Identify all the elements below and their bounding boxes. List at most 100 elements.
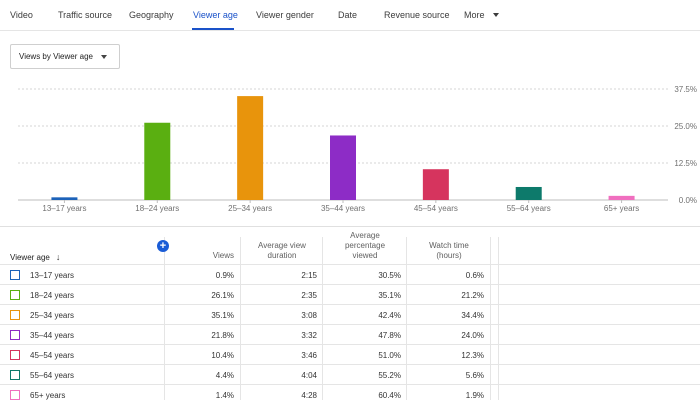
series-checkbox[interactable] — [10, 390, 20, 400]
active-tab-indicator — [192, 28, 234, 30]
row-avg-percentage: 47.8% — [378, 331, 401, 340]
table-row: 65+ years 1.4% 4:28 60.4% 1.9% — [0, 384, 700, 400]
header-line: viewed — [352, 251, 378, 260]
header-watch-time[interactable]: Watch time (hours) — [410, 241, 488, 261]
chevron-down-icon — [101, 55, 107, 59]
row-avg-duration: 3:46 — [301, 351, 317, 360]
bar[interactable] — [51, 197, 78, 200]
row-watch-time: 1.9% — [465, 391, 484, 400]
row-avg-percentage: 35.1% — [378, 291, 401, 300]
tab-geography[interactable]: Geography — [129, 10, 174, 20]
row-age-label: 55–64 years — [30, 371, 75, 380]
table-row: 55–64 years 4.4% 4:04 55.2% 5.6% — [0, 364, 700, 384]
tab-date[interactable]: Date — [338, 10, 358, 20]
tab-more[interactable]: More — [464, 10, 499, 20]
row-avg-duration: 3:08 — [301, 311, 317, 320]
series-checkbox[interactable] — [10, 310, 20, 320]
row-views: 10.4% — [211, 351, 234, 360]
row-views: 35.1% — [211, 311, 234, 320]
row-age-label: 25–34 years — [30, 311, 75, 320]
bar[interactable] — [330, 135, 356, 200]
header-views[interactable]: Views — [190, 251, 234, 261]
tab-revenue-source[interactable]: Revenue source — [384, 10, 450, 20]
row-watch-time: 12.3% — [461, 351, 484, 360]
row-age-label: 18–24 years — [30, 291, 75, 300]
bar[interactable] — [515, 186, 542, 200]
row-avg-duration: 3:32 — [301, 331, 317, 340]
column-divider — [490, 237, 491, 400]
row-views: 26.1% — [211, 291, 234, 300]
x-tick-label: 18–24 years — [135, 204, 179, 213]
row-watch-time: 21.2% — [461, 291, 484, 300]
row-avg-duration: 2:35 — [301, 291, 317, 300]
row-age-label: 45–54 years — [30, 351, 75, 360]
header-line: duration — [267, 251, 297, 260]
x-tick-label: 65+ years — [604, 204, 639, 213]
row-avg-percentage: 42.4% — [378, 311, 401, 320]
chevron-down-icon — [492, 13, 499, 17]
row-views: 21.8% — [211, 331, 234, 340]
series-checkbox[interactable] — [10, 370, 20, 380]
row-avg-percentage: 30.5% — [378, 271, 401, 280]
tab-viewer-age[interactable]: Viewer age — [193, 10, 238, 20]
header-line: (hours) — [436, 251, 462, 260]
row-age-label: 35–44 years — [30, 331, 75, 340]
header-viewer-age-label: Viewer age — [10, 253, 50, 262]
x-tick-label: 35–44 years — [321, 204, 365, 213]
row-avg-percentage: 60.4% — [378, 391, 401, 400]
column-divider — [322, 237, 323, 400]
row-avg-percentage: 55.2% — [378, 371, 401, 380]
header-avg-view-duration[interactable]: Average view duration — [244, 241, 320, 261]
tab-video[interactable]: Video — [10, 10, 33, 20]
row-age-label: 65+ years — [30, 391, 66, 400]
tab-more-label: More — [464, 10, 485, 20]
x-tick-label: 25–34 years — [228, 204, 272, 213]
row-watch-time: 5.6% — [465, 371, 484, 380]
metric-dropdown-label: Views by Viewer age — [19, 52, 93, 61]
x-tick-label: 45–54 years — [414, 204, 458, 213]
column-divider — [498, 237, 499, 400]
row-avg-duration: 2:15 — [301, 271, 317, 280]
row-age-label: 13–17 years — [30, 271, 75, 280]
row-avg-duration: 4:04 — [301, 371, 317, 380]
header-viewer-age[interactable]: Viewer age ↓ — [10, 252, 60, 262]
series-checkbox[interactable] — [10, 270, 20, 280]
table-row: 18–24 years 26.1% 2:35 35.1% 21.2% — [0, 284, 700, 304]
series-checkbox[interactable] — [10, 350, 20, 360]
y-tick-label: 0.0% — [679, 196, 697, 205]
tab-traffic-source[interactable]: Traffic source — [58, 10, 113, 20]
table-row: 45–54 years 10.4% 3:46 51.0% 12.3% — [0, 344, 700, 364]
header-line: percentage — [344, 241, 386, 250]
table-top-divider — [0, 226, 700, 227]
table-row: 13–17 years 0.9% 2:15 30.5% 0.6% — [0, 264, 700, 284]
row-watch-time: 34.4% — [461, 311, 484, 320]
bar[interactable] — [144, 122, 171, 200]
x-tick-label: 13–17 years — [42, 204, 86, 213]
table-row: 25–34 years 35.1% 3:08 42.4% 34.4% — [0, 304, 700, 324]
row-views: 0.9% — [215, 271, 234, 280]
add-metric-button[interactable]: + — [157, 240, 169, 252]
metric-dropdown[interactable]: Views by Viewer age — [10, 44, 120, 69]
column-divider — [240, 237, 241, 400]
y-tick-label: 12.5% — [674, 159, 697, 168]
series-checkbox[interactable] — [10, 290, 20, 300]
row-avg-percentage: 51.0% — [378, 351, 401, 360]
row-avg-duration: 4:28 — [301, 391, 317, 400]
y-tick-label: 25.0% — [674, 122, 697, 131]
report-tabs: Video Traffic source Geography Viewer ag… — [0, 0, 700, 31]
header-avg-percentage-viewed[interactable]: Average percentage viewed — [326, 231, 404, 261]
header-line: Average — [350, 231, 380, 240]
row-views: 1.4% — [215, 391, 234, 400]
sort-down-icon[interactable]: ↓ — [55, 252, 61, 262]
row-watch-time: 0.6% — [465, 271, 484, 280]
bar[interactable] — [608, 195, 635, 200]
column-divider — [164, 237, 165, 400]
y-tick-label: 37.5% — [674, 85, 697, 94]
bar[interactable] — [237, 96, 264, 200]
bar[interactable] — [422, 169, 449, 200]
series-checkbox[interactable] — [10, 330, 20, 340]
row-views: 4.4% — [215, 371, 234, 380]
table-row: 35–44 years 21.8% 3:32 47.8% 24.0% — [0, 324, 700, 344]
header-line: Average view — [258, 241, 306, 250]
tab-viewer-gender[interactable]: Viewer gender — [256, 10, 314, 20]
